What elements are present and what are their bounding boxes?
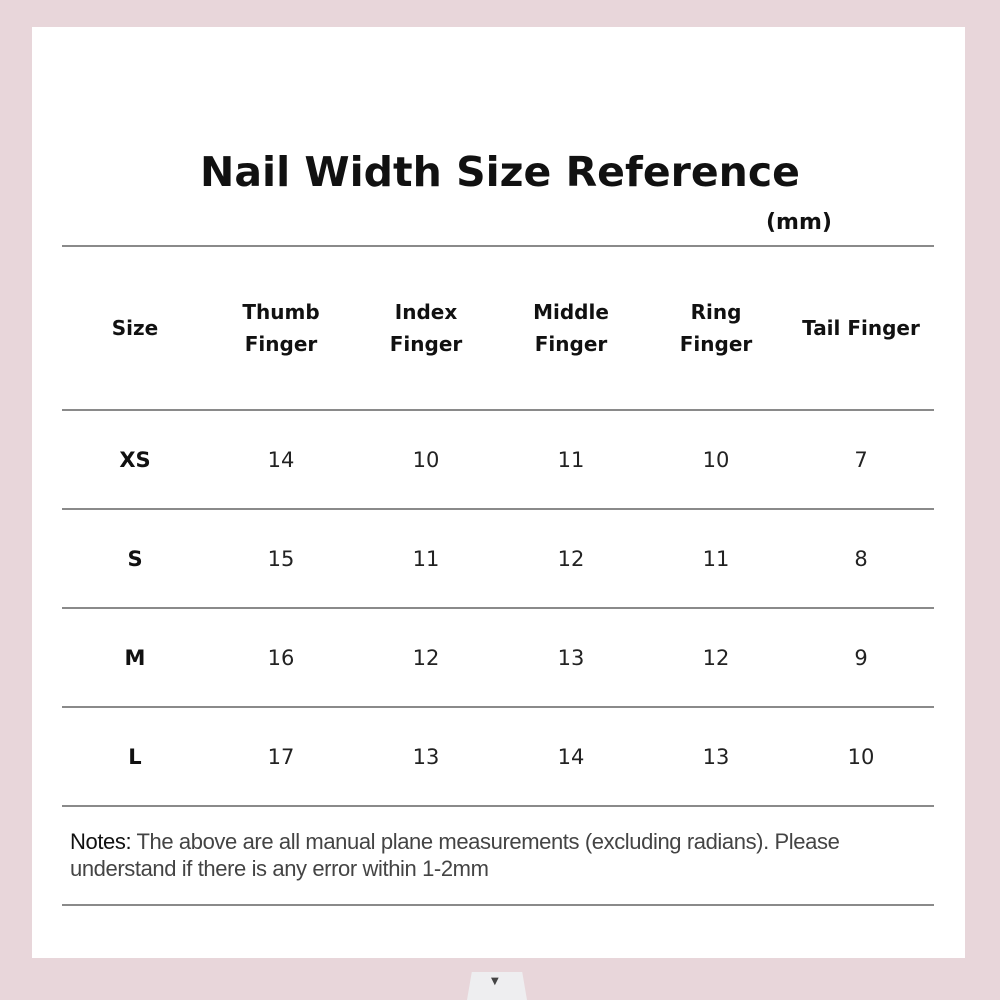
table-divider [62,508,934,510]
column-header: Size [111,316,159,340]
page-title: Nail Width Size Reference [200,148,800,196]
column-header: Tail Finger [802,316,920,340]
table-cell: 11 [412,547,440,571]
table-cell: 11 [557,448,585,472]
unit-label: (mm) [766,210,832,235]
table-divider [62,706,934,708]
table-cell: 8 [854,547,868,571]
table-cell: 12 [557,547,585,571]
column-header: Thumb Finger [242,300,320,356]
size-label: XS [119,448,151,472]
table-cell: 10 [847,745,875,769]
table-cell: 15 [267,547,295,571]
column-header: Middle Finger [533,300,609,356]
table-cell: 7 [854,448,868,472]
scroll-tab[interactable]: ▼ [467,972,527,1000]
table-cell: 9 [854,646,868,670]
table-divider [62,805,934,807]
table-cell: 10 [412,448,440,472]
notes-label: Notes: [70,829,132,854]
table-divider [62,607,934,609]
table-cell: 14 [557,745,585,769]
table-divider [62,904,934,906]
table-divider [62,409,934,411]
table-cell: 13 [557,646,585,670]
size-label: S [127,547,143,571]
notes: Notes: The above are all manual plane me… [70,828,930,882]
table-cell: 12 [412,646,440,670]
table-cell: 16 [267,646,295,670]
table-cell: 13 [702,745,730,769]
column-header: Ring Finger [679,300,753,356]
notes-text: The above are all manual plane measureme… [70,829,840,881]
table-cell: 13 [412,745,440,769]
size-chart-card [32,27,965,958]
table-divider [62,245,934,247]
size-label: M [124,646,146,670]
triangle-down-icon: ▼ [491,976,499,987]
table-cell: 12 [702,646,730,670]
column-header: Index Finger [389,300,463,356]
size-label: L [128,745,142,769]
table-cell: 11 [702,547,730,571]
table-cell: 14 [267,448,295,472]
table-cell: 17 [267,745,295,769]
table-cell: 10 [702,448,730,472]
